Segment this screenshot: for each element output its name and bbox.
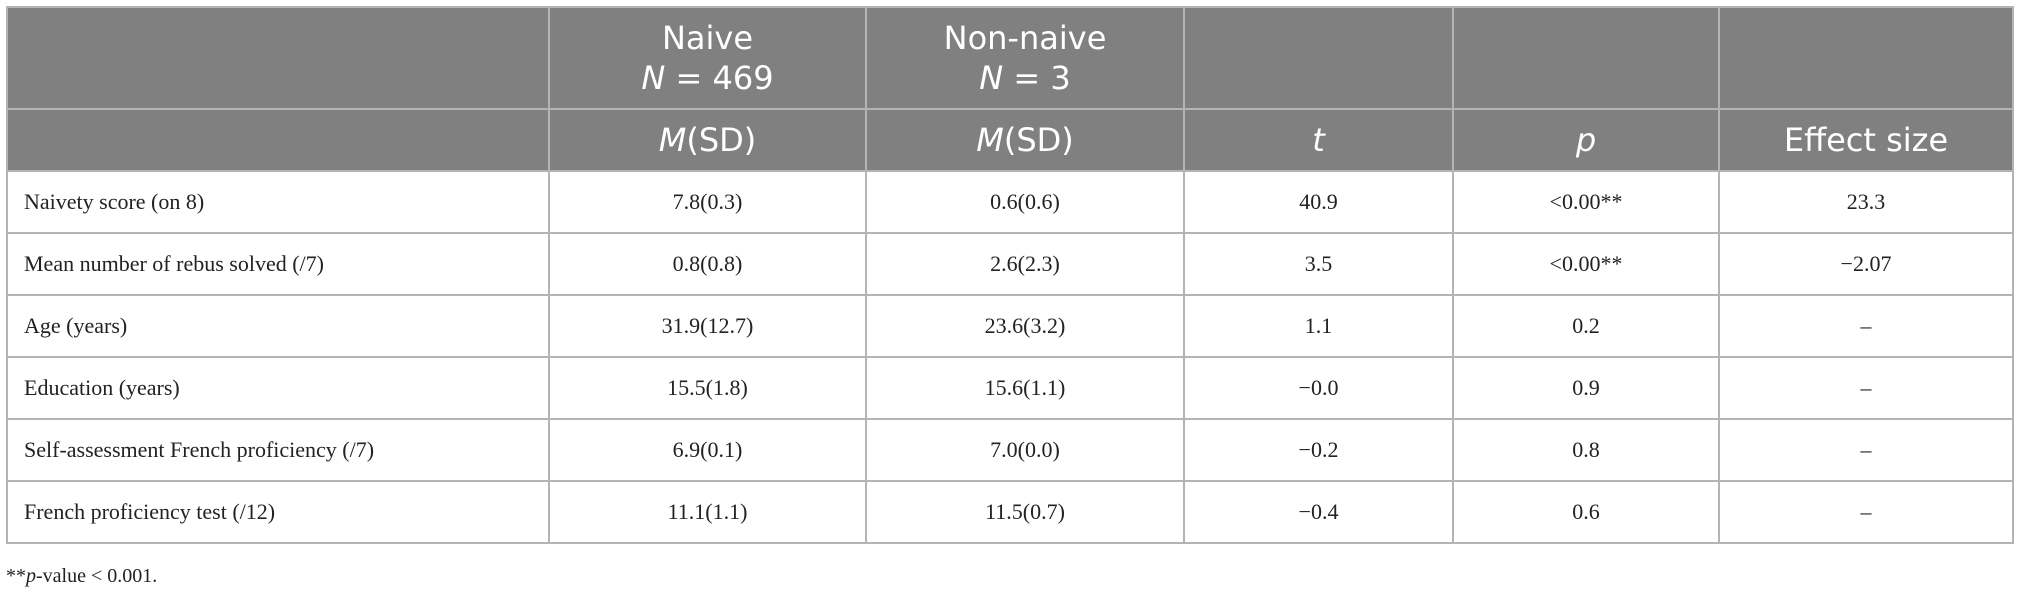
table-row: French proficiency test (/12) 11.1(1.1) 11… [6, 480, 2014, 544]
table-body: Naivety score (on 8) 7.8(0.3) 0.6(0.6) 40.9… [6, 170, 2014, 544]
table-row: Self-assessment French proficiency (/7) 6… [6, 418, 2014, 482]
header-cell [1452, 6, 1720, 110]
header-text: = 469 [665, 59, 774, 97]
cell: – [1718, 418, 2014, 482]
cell: −0.2 [1183, 418, 1454, 482]
cell: <0.00** [1452, 170, 1720, 234]
header-text: = 3 [1003, 59, 1071, 97]
header-cell: Naive N = 469 [548, 6, 867, 110]
footnote-text: -value < 0.001. [36, 565, 158, 587]
cell: 0.2 [1452, 294, 1720, 358]
cell: 23.6(3.2) [865, 294, 1185, 358]
header-italic: t [1312, 121, 1325, 159]
row-label: Self-assessment French proficiency (/7) [6, 418, 550, 482]
footnote: **p-value < 0.001. [6, 565, 157, 588]
header-cell: Non-naive N = 3 [865, 6, 1185, 110]
row-label: French proficiency test (/12) [6, 480, 550, 544]
cell: 7.8(0.3) [548, 170, 867, 234]
header-cell: M(SD) [548, 108, 867, 172]
header-italic: p [1575, 121, 1597, 159]
cell: 7.0(0.0) [865, 418, 1185, 482]
header-cell [1183, 6, 1454, 110]
cell: – [1718, 480, 2014, 544]
header-cell: p [1452, 108, 1720, 172]
cell: 0.8(0.8) [548, 232, 867, 296]
header-cell [1718, 6, 2014, 110]
cell: – [1718, 294, 2014, 358]
header-title: Non-naive [943, 19, 1107, 57]
header-cell [6, 108, 550, 172]
cell: 1.1 [1183, 294, 1454, 358]
header-row: M(SD) M(SD) t p Effect size [6, 108, 2014, 172]
row-label: Naivety score (on 8) [6, 170, 550, 234]
cell: 11.1(1.1) [548, 480, 867, 544]
header-italic: N [979, 59, 1004, 97]
cell: 15.5(1.8) [548, 356, 867, 420]
cell: 23.3 [1718, 170, 2014, 234]
cell: 0.6 [1452, 480, 1720, 544]
cell: 3.5 [1183, 232, 1454, 296]
table-row: Age (years) 31.9(12.7) 23.6(3.2) 1.1 0.2– [6, 294, 2014, 358]
cell: 0.8 [1452, 418, 1720, 482]
table-row: Naivety score (on 8) 7.8(0.3) 0.6(0.6) 40.9… [6, 170, 2014, 234]
header-text: (SD) [1003, 121, 1074, 159]
cell: 0.9 [1452, 356, 1720, 420]
cell: 31.9(12.7) [548, 294, 867, 358]
cell: −2.07 [1718, 232, 2014, 296]
header-cell: M(SD) [865, 108, 1185, 172]
header-row: Naive N = 469 Non-naive N = 3 [6, 6, 2014, 110]
header-text: (SD) [686, 121, 757, 159]
cell: −0.4 [1183, 480, 1454, 544]
cell: 15.6(1.1) [865, 356, 1185, 420]
footnote-italic: p [26, 565, 36, 587]
cell: 2.6(2.3) [865, 232, 1185, 296]
row-label: Education (years) [6, 356, 550, 420]
header-cell: Effect size [1718, 108, 2014, 172]
cell: −0.0 [1183, 356, 1454, 420]
header-italic: M [658, 121, 687, 159]
header-text: Effect size [1783, 121, 1949, 159]
table-row: Education (years) 15.5(1.8) 15.6(1.1) −0.0 0… [6, 356, 2014, 420]
cell: 40.9 [1183, 170, 1454, 234]
cell: – [1718, 356, 2014, 420]
header-title: Naive [661, 19, 754, 57]
header-cell [6, 6, 550, 110]
header-cell: t [1183, 108, 1454, 172]
cell: 11.5(0.7) [865, 480, 1185, 544]
row-label: Age (years) [6, 294, 550, 358]
cell: 0.6(0.6) [865, 170, 1185, 234]
row-label: Mean number of rebus solved (/7) [6, 232, 550, 296]
table-row: Mean number of rebus solved (/7) 0.8(0.8)… [6, 232, 2014, 296]
cell: <0.00** [1452, 232, 1720, 296]
header-italic: M [976, 121, 1004, 159]
header-italic: N [641, 59, 666, 97]
results-table: Naive N = 469 Non-naive N = 3 M(SD) M(SD) t p… [6, 6, 2014, 544]
cell: 6.9(0.1) [548, 418, 867, 482]
footnote-prefix: ** [6, 565, 26, 587]
